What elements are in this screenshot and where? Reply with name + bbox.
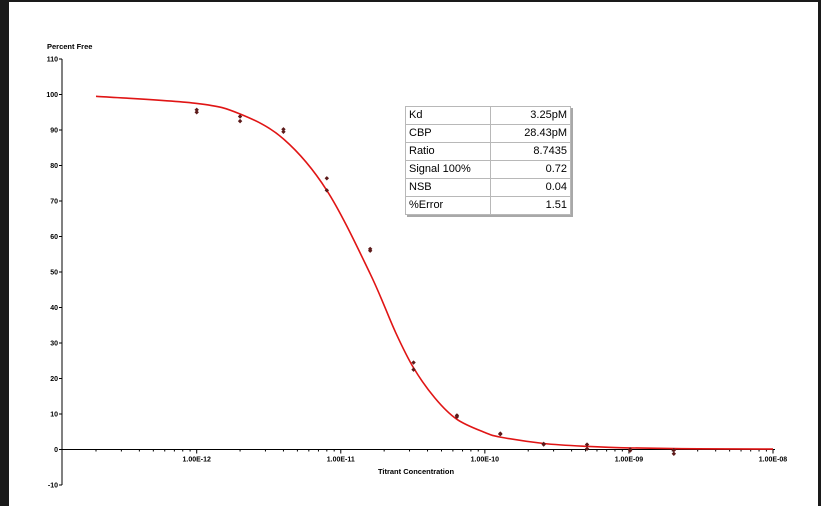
data-point [411, 367, 416, 372]
y-tick-label: 50 [50, 270, 58, 277]
fit-curve-layer [95, 95, 774, 450]
fit-parameter-row: NSB 0.04 [405, 178, 571, 197]
y-tick-label: 90 [50, 128, 58, 135]
y-tick-label: 100 [46, 92, 58, 99]
fit-curve [95, 95, 774, 450]
x-axis-label: Titrant Concentration [378, 467, 455, 476]
y-tick-label: 70 [50, 199, 58, 206]
data-point [367, 248, 373, 253]
data-point [671, 448, 677, 453]
fit-parameter-value: 0.72 [490, 160, 571, 179]
fit-parameter-name: Ratio [405, 142, 491, 161]
y-tick-label: -10 [48, 483, 58, 490]
data-point [194, 110, 199, 115]
y-axis-label: Percent Free [47, 42, 92, 51]
data-point [281, 127, 286, 132]
data-point [237, 118, 243, 124]
data-point [281, 129, 286, 134]
data-point [498, 432, 503, 437]
y-tick-label: 80 [50, 163, 58, 170]
fit-parameter-name: %Error [405, 196, 491, 215]
data-point [324, 188, 330, 193]
fit-parameter-name: CBP [405, 124, 491, 143]
fit-parameter-row: CBP 28.43pM [405, 124, 571, 143]
fit-parameter-name: Kd [405, 106, 491, 125]
y-tick-label: 110 [47, 57, 58, 64]
x-tick-label: 1.00E-08 [759, 457, 788, 464]
fit-parameters-table: Kd 3.25pM CBP 28.43pM Ratio 8.7435 Signal 100%… [405, 106, 571, 215]
data-point [411, 360, 416, 365]
fit-parameter-row: Signal 100% 0.72 [405, 160, 571, 179]
fit-parameter-name: Signal 100% [405, 160, 491, 179]
fit-parameter-value: 1.51 [490, 196, 571, 215]
y-tick-label: 40 [50, 305, 58, 312]
data-point [237, 114, 243, 119]
x-tick-label: 1.00E-11 [327, 457, 355, 464]
fit-parameter-value: 8.7435 [490, 142, 571, 161]
fit-parameter-value: 0.04 [490, 178, 571, 197]
fit-parameter-name: NSB [405, 178, 491, 197]
y-tick-label: 60 [50, 234, 58, 241]
fit-parameter-row: %Error 1.51 [405, 196, 571, 215]
fit-parameter-value: 28.43pM [490, 124, 571, 143]
fit-parameter-row: Ratio 8.7435 [405, 142, 571, 161]
fit-parameter-value: 3.25pM [490, 106, 571, 125]
x-tick-label: 1.00E-12 [182, 457, 211, 464]
x-tick-label: 1.00E-10 [471, 457, 500, 464]
data-point [671, 451, 677, 456]
data-point [584, 442, 590, 447]
data-point [454, 414, 460, 420]
fit-parameter-row: Kd 3.25pM [405, 106, 571, 125]
data-point [324, 176, 330, 181]
y-tick-label: 20 [50, 376, 58, 383]
data-points-layer [194, 107, 677, 456]
x-tick-label: 1.00E-09 [615, 457, 644, 464]
data-point [541, 442, 546, 447]
y-tick-label: 30 [50, 341, 58, 348]
data-point [194, 107, 199, 112]
y-tick-label: 10 [50, 412, 58, 419]
data-point [627, 448, 633, 453]
data-point [584, 446, 590, 451]
y-tick-label: 0 [54, 447, 58, 454]
